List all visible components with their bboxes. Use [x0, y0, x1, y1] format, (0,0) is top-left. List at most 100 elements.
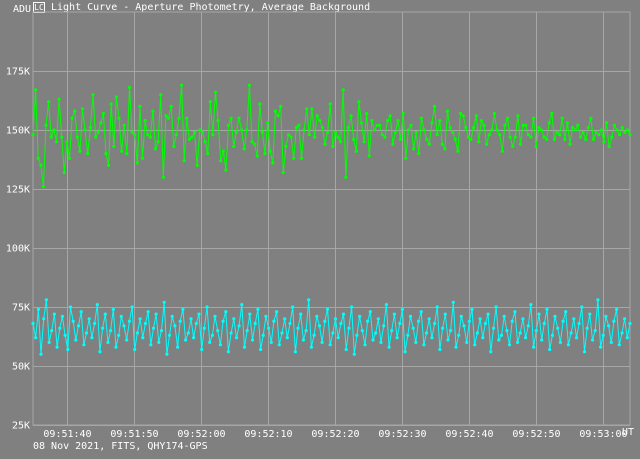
- data-point: [357, 100, 361, 104]
- data-point: [597, 133, 601, 137]
- data-point: [31, 133, 35, 137]
- data-point: [167, 116, 171, 120]
- data-point: [589, 116, 593, 120]
- data-point: [291, 305, 295, 309]
- data-point: [485, 142, 489, 146]
- data-point: [401, 111, 405, 116]
- data-point: [540, 338, 544, 342]
- data-point: [521, 317, 525, 321]
- data-point: [534, 144, 538, 149]
- data-point: [625, 128, 630, 132]
- data-point: [52, 312, 57, 316]
- data-point: [336, 336, 340, 340]
- data-point: [503, 123, 507, 127]
- x-tick-label: 09:51:40: [43, 429, 91, 440]
- data-point: [395, 336, 399, 340]
- data-point: [181, 307, 185, 311]
- data-point: [280, 331, 284, 335]
- data-point: [193, 130, 197, 134]
- data-point: [194, 321, 198, 326]
- data-point: [192, 336, 196, 340]
- data-point: [101, 326, 105, 330]
- data-point: [197, 312, 201, 316]
- data-point: [41, 185, 46, 189]
- data-point: [114, 95, 118, 99]
- data-point: [406, 128, 410, 132]
- data-point: [148, 135, 152, 139]
- data-point: [422, 128, 426, 132]
- data-point: [310, 107, 314, 111]
- data-point: [47, 340, 51, 344]
- data-point: [537, 126, 541, 130]
- data-point: [120, 149, 124, 153]
- data-point: [221, 319, 225, 323]
- data-point: [307, 298, 311, 302]
- data-point: [445, 109, 450, 113]
- data-point: [566, 343, 571, 347]
- data-point: [203, 140, 207, 144]
- data-point: [164, 114, 168, 118]
- data-point: [159, 93, 163, 97]
- data-point: [590, 338, 595, 342]
- data-point: [186, 331, 190, 335]
- data-point: [599, 128, 603, 132]
- data-point: [313, 135, 317, 139]
- data-point: [138, 317, 142, 321]
- data-point: [157, 340, 161, 344]
- data-point: [80, 107, 85, 111]
- data-point: [526, 133, 530, 137]
- data-point: [248, 312, 252, 316]
- data-point: [341, 88, 345, 92]
- data-point: [552, 137, 557, 141]
- data-point: [232, 317, 236, 321]
- data-point: [161, 175, 165, 179]
- data-point: [275, 310, 279, 314]
- data-point: [285, 336, 289, 340]
- data-point: [339, 321, 343, 326]
- window-title: Light Curve - Aperture Photometry, Avera…: [51, 2, 371, 13]
- data-point: [424, 331, 429, 335]
- data-point: [176, 345, 180, 349]
- data-point: [524, 123, 528, 127]
- data-point: [98, 350, 102, 354]
- data-point: [234, 130, 238, 134]
- data-point: [237, 324, 241, 328]
- data-point: [208, 100, 212, 104]
- data-point: [185, 116, 189, 120]
- data-point: [419, 116, 423, 120]
- data-point: [491, 326, 496, 330]
- data-point: [516, 340, 520, 344]
- data-point: [73, 109, 77, 113]
- data-point: [36, 307, 41, 311]
- data-point: [456, 149, 460, 153]
- data-point: [104, 152, 108, 156]
- data-point: [604, 314, 608, 318]
- data-point: [261, 333, 265, 337]
- data-point: [323, 319, 327, 323]
- data-point: [149, 343, 153, 347]
- data-point: [387, 345, 391, 349]
- data-point: [253, 142, 257, 146]
- data-point: [354, 149, 358, 153]
- data-point: [451, 300, 455, 304]
- data-point: [532, 345, 536, 349]
- data-point: [172, 144, 176, 149]
- data-point: [224, 310, 228, 314]
- data-point: [279, 104, 283, 108]
- data-point: [269, 340, 273, 344]
- data-point: [60, 314, 64, 318]
- data-point: [500, 149, 504, 153]
- data-point: [427, 317, 431, 321]
- data-point: [272, 319, 276, 323]
- data-point: [560, 116, 564, 120]
- data-point: [180, 83, 184, 87]
- data-point: [195, 163, 199, 167]
- data-point: [317, 324, 322, 328]
- data-point: [448, 126, 452, 130]
- data-point: [461, 114, 465, 118]
- data-point: [390, 329, 394, 333]
- data-point: [516, 114, 520, 118]
- y-axis-label: ADU: [13, 4, 31, 15]
- data-point: [555, 130, 559, 134]
- data-point: [547, 121, 551, 125]
